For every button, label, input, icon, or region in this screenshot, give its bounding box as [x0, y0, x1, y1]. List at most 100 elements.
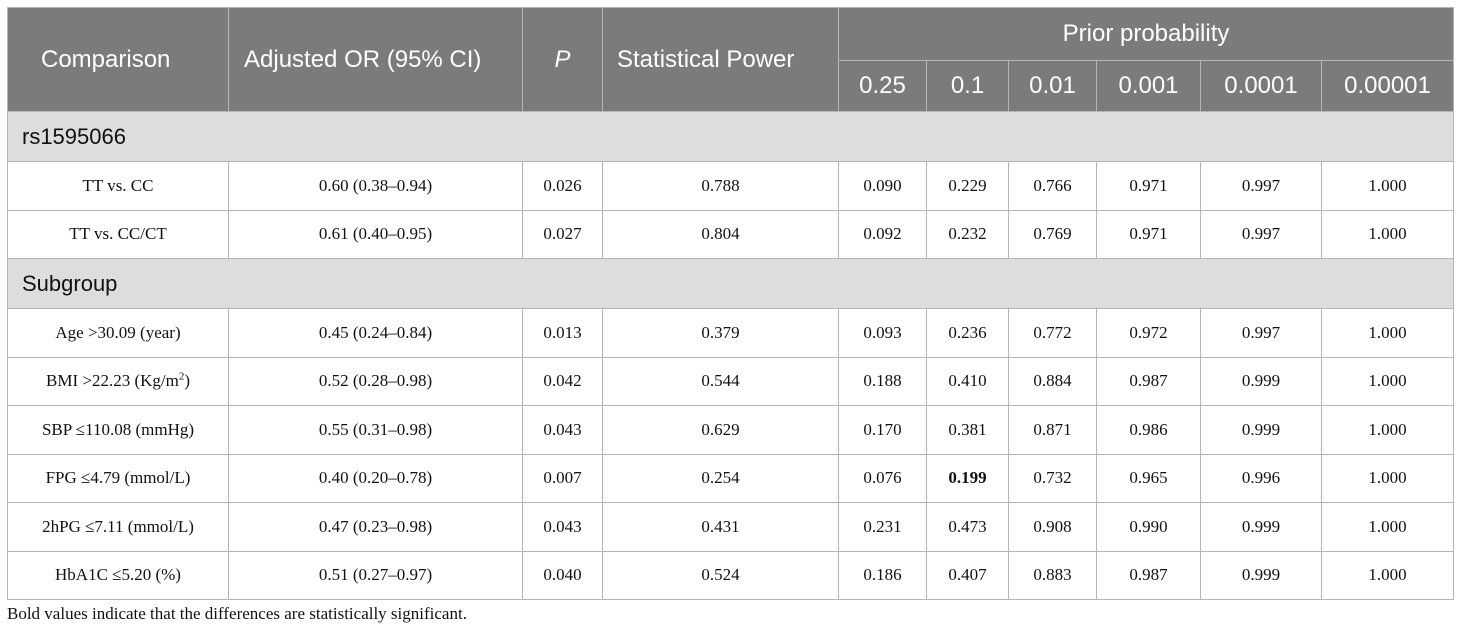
cell-power: 0.804: [602, 209, 839, 259]
cell-prior-value: 1.000: [1320, 405, 1455, 455]
cell-adjusted-or: 0.61 (0.40–0.95): [228, 209, 523, 259]
header-prior-3: 0.001: [1096, 60, 1201, 112]
cell-power: 0.524: [602, 550, 839, 600]
cell-p: 0.042: [522, 356, 603, 406]
cell-adjusted-or: 0.40 (0.20–0.78): [228, 453, 523, 503]
cell-prior-value: 0.092: [838, 209, 927, 259]
cell-prior-value: 0.971: [1096, 161, 1201, 211]
cell-prior-value: 1.000: [1320, 209, 1455, 259]
comparison-text: BMI >22.23 (Kg/m: [45, 371, 179, 391]
section-row-rs1595066: rs1595066: [6, 111, 1455, 162]
cell-prior-value: 0.188: [838, 356, 927, 406]
cell-prior-value: 0.170: [838, 405, 927, 455]
cell-prior-value: 0.076: [838, 453, 927, 503]
cell-prior-value: 0.908: [1008, 502, 1097, 552]
table-row: FPG ≤4.79 (mmol/L) 0.40 (0.20–0.78) 0.00…: [7, 453, 1455, 503]
section-row-subgroup: Subgroup: [6, 258, 1455, 309]
header-prior-2: 0.01: [1008, 60, 1097, 112]
cell-adjusted-or: 0.60 (0.38–0.94): [228, 161, 523, 211]
section-title: rs1595066: [6, 111, 1455, 162]
table-row: SBP ≤110.08 (mmHg) 0.55 (0.31–0.98) 0.04…: [7, 405, 1455, 455]
cell-prior-value: 1.000: [1320, 308, 1455, 358]
comparison-text-end: ): [184, 371, 190, 391]
cell-p: 0.043: [522, 502, 603, 552]
cell-comparison: FPG ≤4.79 (mmol/L): [7, 453, 229, 503]
cell-prior-value: 0.972: [1096, 308, 1201, 358]
cell-power: 0.788: [602, 161, 839, 211]
cell-adjusted-or: 0.45 (0.24–0.84): [228, 308, 523, 358]
cell-power: 0.544: [602, 356, 839, 406]
cell-adjusted-or: 0.55 (0.31–0.98): [228, 405, 523, 455]
section-title: Subgroup: [6, 258, 1455, 309]
cell-prior-value: 0.965: [1096, 453, 1201, 503]
cell-prior-value: 0.999: [1200, 502, 1322, 552]
cell-p: 0.043: [522, 405, 603, 455]
cell-prior-value: 0.997: [1200, 161, 1322, 211]
cell-prior-value: 0.186: [838, 550, 927, 600]
cell-prior-value: 0.473: [926, 502, 1009, 552]
cell-prior-value: 0.236: [926, 308, 1009, 358]
cell-p: 0.026: [522, 161, 603, 211]
cell-prior-value: 1.000: [1320, 161, 1455, 211]
cell-power: 0.254: [602, 453, 839, 503]
cell-p: 0.027: [522, 209, 603, 259]
cell-comparison: HbA1C ≤5.20 (%): [7, 550, 229, 600]
cell-prior-value-significant: 0.199: [926, 453, 1009, 503]
table-container: Comparison Adjusted OR (95% CI) P Statis…: [6, 7, 1455, 600]
header-prior-probability: Prior probability: [837, 7, 1455, 61]
cell-prior-value: 1.000: [1320, 550, 1455, 600]
cell-prior-value: 0.769: [1008, 209, 1097, 259]
superscript: 2: [178, 370, 185, 383]
cell-adjusted-or: 0.52 (0.28–0.98): [228, 356, 523, 406]
header-prior-0: 0.25: [838, 60, 927, 112]
cell-prior-value: 0.996: [1200, 453, 1322, 503]
cell-prior-value: 0.407: [926, 550, 1009, 600]
cell-comparison: BMI >22.23 (Kg/m2): [7, 356, 229, 406]
table-row: BMI >22.23 (Kg/m2) 0.52 (0.28–0.98) 0.04…: [7, 356, 1455, 406]
cell-power: 0.431: [602, 502, 839, 552]
table-row: TT vs. CC/CT 0.61 (0.40–0.95) 0.027 0.80…: [7, 209, 1455, 259]
cell-comparison: Age >30.09 (year): [7, 308, 229, 358]
cell-prior-value: 1.000: [1320, 356, 1455, 406]
cell-prior-value: 0.971: [1096, 209, 1201, 259]
cell-prior-value: 0.986: [1096, 405, 1201, 455]
cell-prior-value: 1.000: [1320, 502, 1455, 552]
cell-prior-value: 0.883: [1008, 550, 1097, 600]
cell-power: 0.379: [602, 308, 839, 358]
cell-adjusted-or: 0.51 (0.27–0.97): [228, 550, 523, 600]
cell-prior-value: 0.997: [1200, 308, 1322, 358]
cell-comparison: TT vs. CC: [7, 161, 229, 211]
header-statistical-power: Statistical Power: [602, 7, 839, 112]
header-p: P: [522, 7, 603, 112]
cell-power: 0.629: [602, 405, 839, 455]
cell-p: 0.040: [522, 550, 603, 600]
cell-prior-value: 0.884: [1008, 356, 1097, 406]
cell-prior-value: 0.871: [1008, 405, 1097, 455]
cell-prior-value: 0.990: [1096, 502, 1201, 552]
false-positive-report-probability-table: Comparison Adjusted OR (95% CI) P Statis…: [6, 7, 1455, 600]
cell-prior-value: 0.090: [838, 161, 927, 211]
cell-prior-value: 0.766: [1008, 161, 1097, 211]
cell-prior-value: 0.229: [926, 161, 1009, 211]
cell-prior-value: 0.410: [926, 356, 1009, 406]
cell-prior-value: 1.000: [1320, 453, 1455, 503]
cell-prior-value: 0.999: [1200, 550, 1322, 600]
cell-prior-value: 0.999: [1200, 405, 1322, 455]
table-footnote: Bold values indicate that the difference…: [7, 604, 467, 623]
table-row: TT vs. CC 0.60 (0.38–0.94) 0.026 0.788 0…: [7, 161, 1455, 211]
cell-prior-value: 0.732: [1008, 453, 1097, 503]
cell-adjusted-or: 0.47 (0.23–0.98): [228, 502, 523, 552]
cell-prior-value: 0.987: [1096, 550, 1201, 600]
cell-prior-value: 0.772: [1008, 308, 1097, 358]
cell-comparison: 2hPG ≤7.11 (mmol/L): [7, 502, 229, 552]
header-adjusted-or: Adjusted OR (95% CI): [228, 7, 523, 112]
cell-comparison: TT vs. CC/CT: [7, 209, 229, 259]
cell-prior-value: 0.987: [1096, 356, 1201, 406]
cell-prior-value: 0.999: [1200, 356, 1322, 406]
header-prior-4: 0.0001: [1200, 60, 1322, 112]
cell-prior-value: 0.093: [838, 308, 927, 358]
cell-p: 0.013: [522, 308, 603, 358]
table-row: HbA1C ≤5.20 (%) 0.51 (0.27–0.97) 0.040 0…: [7, 550, 1455, 600]
cell-prior-value: 0.381: [926, 405, 1009, 455]
header-comparison: Comparison: [7, 7, 229, 112]
